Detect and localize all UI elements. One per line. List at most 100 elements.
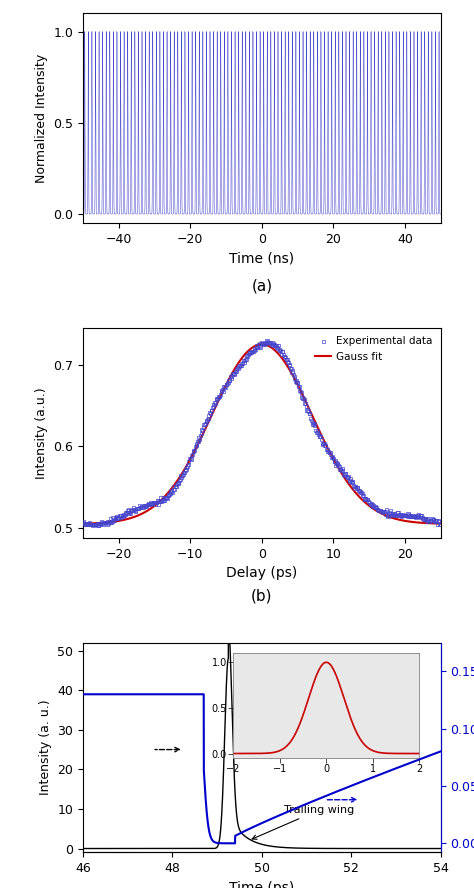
Experimental data	[385, 505, 393, 519]
Experimental data	[368, 499, 376, 513]
Gauss fit	[121, 514, 127, 525]
Experimental data	[223, 377, 231, 392]
Experimental data	[189, 448, 196, 462]
Experimental data	[295, 379, 303, 393]
Text: (b): (b)	[251, 589, 273, 604]
Experimental data	[117, 509, 125, 523]
Experimental data	[159, 493, 166, 507]
Experimental data	[148, 496, 155, 511]
Experimental data	[263, 335, 270, 349]
Experimental data	[124, 503, 132, 517]
Experimental data	[323, 442, 330, 456]
Experimental data	[87, 518, 95, 532]
Experimental data	[319, 437, 327, 451]
Experimental data	[210, 397, 218, 411]
Experimental data	[312, 424, 319, 438]
Experimental data	[356, 483, 363, 497]
Experimental data	[105, 516, 112, 530]
Experimental data	[415, 508, 422, 522]
Gauss fit	[431, 518, 437, 528]
Experimental data	[137, 501, 145, 515]
Experimental data	[90, 518, 98, 532]
Experimental data	[360, 488, 367, 503]
Experimental data	[175, 475, 182, 489]
Experimental data	[169, 485, 176, 499]
Experimental data	[232, 365, 240, 379]
Experimental data	[425, 513, 433, 527]
Experimental data	[270, 338, 278, 353]
Experimental data	[235, 359, 243, 373]
Experimental data	[258, 337, 266, 351]
Experimental data	[244, 349, 251, 363]
Experimental data	[407, 509, 415, 523]
Y-axis label: Intensity (a.u.): Intensity (a.u.)	[35, 387, 48, 479]
Experimental data	[417, 509, 425, 523]
Experimental data	[126, 505, 133, 519]
Experimental data	[357, 485, 365, 499]
Experimental data	[211, 396, 219, 410]
Experimental data	[142, 498, 150, 512]
X-axis label: Time (ps): Time (ps)	[229, 881, 294, 888]
Experimental data	[300, 391, 307, 405]
Experimental data	[429, 512, 437, 527]
Experimental data	[272, 338, 279, 353]
Experimental data	[376, 503, 384, 517]
Experimental data	[343, 470, 351, 484]
Experimental data	[408, 509, 415, 523]
Experimental data	[152, 496, 160, 510]
Experimental data	[335, 458, 342, 472]
Experimental data	[384, 510, 392, 524]
Experimental data	[430, 513, 438, 527]
Experimental data	[307, 411, 314, 425]
Experimental data	[194, 434, 202, 448]
Experimental data	[333, 456, 340, 470]
Experimental data	[340, 468, 348, 482]
Experimental data	[392, 508, 400, 522]
Experimental data	[91, 518, 99, 532]
Experimental data	[103, 518, 111, 532]
Experimental data	[234, 361, 241, 375]
Experimental data	[358, 487, 366, 501]
Experimental data	[245, 347, 252, 361]
Experimental data	[243, 349, 251, 363]
Experimental data	[128, 503, 136, 517]
Experimental data	[383, 503, 390, 517]
Experimental data	[389, 506, 397, 520]
Experimental data	[386, 503, 394, 518]
Experimental data	[365, 496, 373, 510]
Experimental data	[109, 514, 116, 528]
Experimental data	[84, 517, 92, 531]
Experimental data	[277, 347, 285, 361]
Experimental data	[176, 472, 184, 487]
Experimental data	[144, 497, 152, 511]
Experimental data	[327, 448, 335, 462]
Experimental data	[174, 476, 182, 490]
Experimental data	[381, 504, 389, 519]
Experimental data	[288, 361, 295, 376]
Experimental data	[83, 517, 91, 531]
Experimental data	[86, 516, 93, 530]
Experimental data	[265, 336, 273, 350]
Y-axis label: Intensity (a. u.): Intensity (a. u.)	[39, 700, 52, 796]
Experimental data	[330, 454, 338, 468]
Experimental data	[261, 337, 269, 351]
Experimental data	[197, 428, 204, 442]
Experimental data	[301, 396, 309, 410]
Experimental data	[134, 501, 141, 515]
Experimental data	[176, 474, 183, 488]
Experimental data	[402, 509, 410, 523]
Experimental data	[150, 496, 158, 510]
Experimental data	[149, 496, 157, 510]
Experimental data	[111, 511, 119, 525]
Experimental data	[221, 379, 228, 393]
Experimental data	[401, 508, 408, 522]
Experimental data	[279, 345, 286, 359]
X-axis label: Delay (ps): Delay (ps)	[226, 566, 298, 580]
Experimental data	[131, 503, 138, 517]
Experimental data	[93, 517, 101, 531]
Experimental data	[315, 427, 322, 441]
Experimental data	[361, 491, 369, 505]
Experimental data	[123, 506, 130, 520]
Experimental data	[431, 514, 439, 528]
Experimental data	[121, 507, 129, 521]
